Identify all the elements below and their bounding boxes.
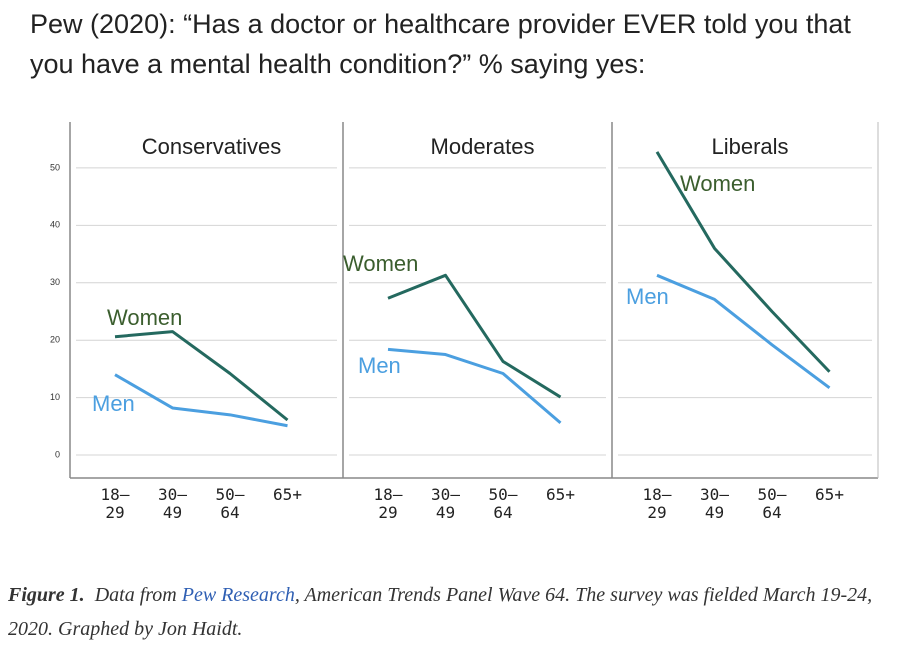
series-label: Men xyxy=(626,284,669,309)
series-label: Women xyxy=(343,251,418,276)
page-title: Pew (2020): “Has a doctor or healthcare … xyxy=(30,9,851,79)
series-label: Men xyxy=(358,353,401,378)
y-tick-label: 50 xyxy=(50,162,60,172)
series-label: Men xyxy=(92,391,135,416)
caption-link[interactable]: Pew Research xyxy=(181,584,295,606)
line xyxy=(655,151,831,373)
y-tick-label: 40 xyxy=(50,220,60,230)
x-tick-label: 50– 64 xyxy=(757,485,787,522)
y-tick-label: 10 xyxy=(50,392,60,402)
x-tick-label: 30– 49 xyxy=(158,485,187,522)
x-tick-label: 18– 29 xyxy=(100,485,130,522)
x-tick-label: 18– 29 xyxy=(373,485,403,522)
panel-title: Moderates xyxy=(431,134,535,159)
line xyxy=(114,373,288,428)
caption-text: , American Trends Panel Wave 64. The sur… xyxy=(8,584,873,640)
caption: Figure 1. Data from Pew Research, Americ… xyxy=(8,578,893,646)
panel-title: Conservatives xyxy=(142,134,281,159)
x-tick-label: 30– 49 xyxy=(431,485,460,522)
x-tick-label: 50– 64 xyxy=(488,485,518,522)
x-tick-label: 30– 49 xyxy=(700,485,729,522)
series-label: Women xyxy=(107,305,182,330)
y-tick-label: 20 xyxy=(50,335,60,345)
series-label: Women xyxy=(680,171,755,196)
x-tick-label: 65+ xyxy=(815,485,844,504)
x-tick-label: 65+ xyxy=(546,485,575,504)
caption-label: Figure 1. xyxy=(8,584,85,606)
caption-text: Data from xyxy=(94,584,182,606)
x-tick-label: 65+ xyxy=(273,485,302,504)
line xyxy=(387,347,562,425)
x-tick-label: 18– 29 xyxy=(642,485,672,522)
x-tick-label: 50– 64 xyxy=(215,485,245,522)
panel-title: Liberals xyxy=(711,134,788,159)
y-tick-label: 30 xyxy=(50,277,60,287)
line xyxy=(656,273,831,390)
line xyxy=(387,273,562,399)
line xyxy=(114,330,289,422)
y-tick-label: 0 xyxy=(55,449,60,459)
